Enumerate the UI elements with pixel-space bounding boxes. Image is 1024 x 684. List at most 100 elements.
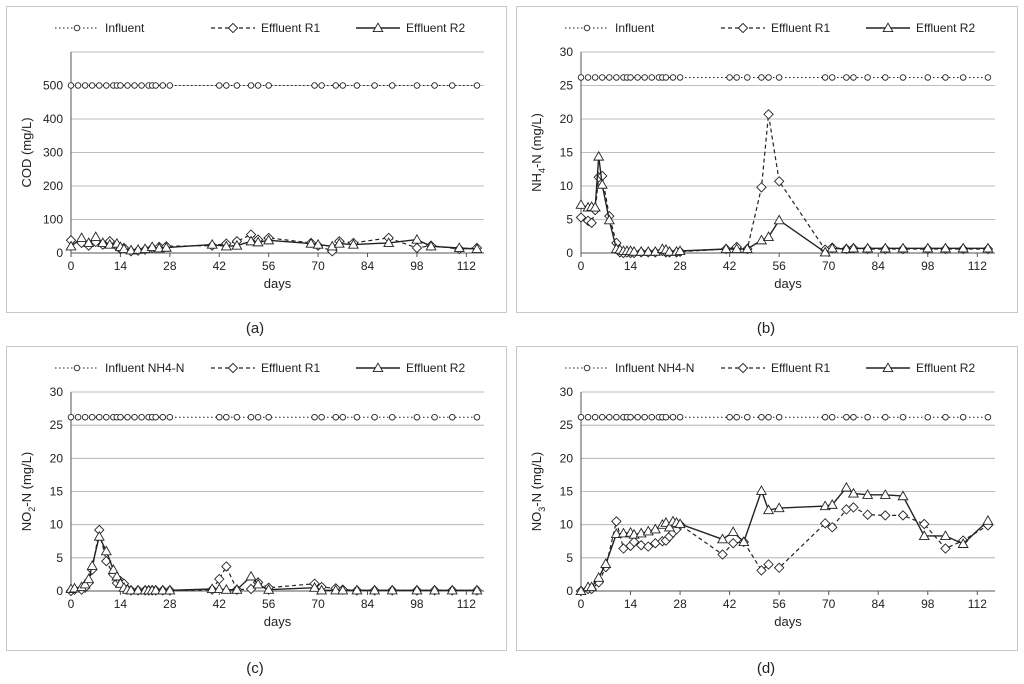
data-point — [233, 82, 241, 89]
x-tick-label: 84 — [872, 259, 886, 273]
series-line — [580, 114, 988, 254]
data-point — [332, 413, 339, 421]
x-tick-label: 112 — [968, 259, 987, 273]
y-tick-label: 300 — [43, 146, 63, 160]
data-point — [131, 413, 138, 421]
y-tick-label: 0 — [566, 246, 573, 260]
data-point — [429, 584, 441, 595]
y-tick-label: 100 — [43, 213, 63, 227]
y-axis-label-main: NH — [529, 173, 544, 192]
legend-label: Effluent R2 — [916, 21, 975, 35]
data-point — [83, 573, 95, 584]
data-point — [586, 217, 597, 229]
data-point — [247, 82, 255, 89]
data-point — [159, 82, 167, 89]
data-point — [111, 570, 123, 581]
legend-item: Effluent R2 — [356, 361, 465, 375]
x-tick-label: 70 — [822, 259, 836, 273]
data-point — [775, 413, 783, 421]
data-point — [634, 413, 641, 421]
series-influent — [577, 74, 992, 81]
data-point — [676, 413, 684, 421]
data-point — [118, 243, 130, 254]
x-tick-label: 42 — [723, 597, 737, 611]
y-axis-label-tail: -N (mg/L) — [529, 452, 544, 507]
data-point — [939, 242, 952, 253]
y-tick-label: 5 — [56, 551, 63, 565]
data-point — [453, 242, 465, 253]
data-point — [332, 82, 339, 89]
y-axis-label-tail: -N (mg/L) — [529, 113, 544, 168]
data-point — [744, 74, 751, 81]
y-tick-label: 0 — [56, 246, 63, 260]
data-point — [124, 413, 131, 421]
data-point — [351, 584, 363, 595]
x-tick-label: 98 — [410, 259, 424, 273]
x-tick-label: 0 — [578, 259, 585, 273]
data-point — [773, 562, 785, 574]
data-point — [213, 583, 225, 594]
chart-panel-c: 0 5 10 15 20 25 30 0 14 28 42 56 70 84 98 112 days NO2-N … — [6, 346, 507, 651]
data-point — [922, 242, 934, 253]
data-point — [74, 82, 82, 89]
series-effluent-r1 — [65, 524, 483, 597]
data-point — [847, 242, 860, 253]
data-point — [388, 413, 396, 421]
data-point — [81, 413, 89, 421]
x-tick-label: 84 — [361, 259, 375, 273]
x-tick-label: 70 — [311, 597, 325, 611]
data-point — [773, 502, 785, 513]
series-influent — [67, 82, 481, 89]
data-point — [79, 578, 91, 589]
x-tick-label: 0 — [68, 259, 75, 273]
data-point — [731, 243, 743, 254]
data-point — [150, 584, 162, 595]
x-tick-label: 98 — [410, 597, 424, 611]
data-point — [591, 413, 599, 421]
data-point — [157, 584, 169, 595]
data-point — [448, 413, 456, 421]
legend-item: Influent — [565, 21, 655, 35]
data-point — [775, 74, 783, 81]
data-point — [756, 182, 767, 193]
data-point — [231, 239, 243, 250]
legend-label: Effluent R2 — [916, 361, 975, 375]
data-point — [720, 243, 732, 254]
data-point — [339, 413, 347, 421]
data-point — [263, 234, 275, 245]
data-point — [982, 514, 994, 525]
data-point — [233, 413, 241, 421]
legend-label: Influent — [105, 21, 145, 35]
data-point — [353, 82, 361, 89]
x-tick-label: 84 — [361, 597, 375, 611]
data-point — [634, 74, 641, 81]
legend-label: Influent NH4-N — [105, 361, 184, 375]
data-point — [593, 150, 605, 161]
legend-item: Effluent R2 — [356, 21, 465, 35]
data-point — [124, 82, 131, 89]
data-point — [88, 413, 96, 421]
data-point — [773, 176, 785, 187]
data-point — [596, 178, 608, 189]
data-point — [95, 82, 103, 89]
x-tick-label: 28 — [163, 259, 177, 273]
data-point — [247, 413, 255, 421]
data-point — [617, 527, 630, 538]
data-point — [758, 413, 765, 421]
chart-c: 0 5 10 15 20 25 30 0 14 28 42 56 70 84 98 112 days NO2-N … — [19, 361, 484, 629]
data-point — [819, 518, 831, 529]
data-point — [245, 235, 257, 246]
y-tick-label: 30 — [560, 385, 574, 399]
data-point — [411, 233, 423, 244]
data-point — [330, 584, 342, 595]
data-point — [159, 413, 167, 421]
data-point — [386, 584, 398, 595]
data-point — [642, 245, 654, 256]
data-point — [326, 240, 338, 251]
legend-marker — [73, 364, 81, 372]
chart-panel-b: 0 5 10 15 20 25 30 0 14 28 42 56 70 84 98 112 days NH4-N … — [516, 6, 1018, 313]
data-point — [726, 413, 733, 421]
data-point — [446, 584, 458, 595]
data-point — [850, 74, 857, 81]
data-point — [959, 74, 967, 81]
